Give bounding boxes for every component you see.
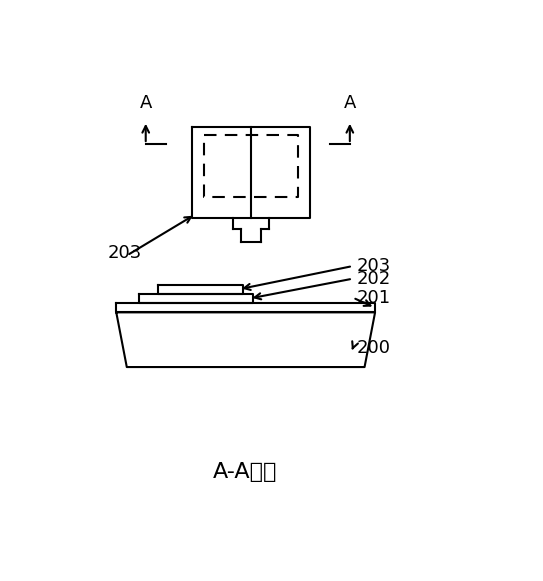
Text: 202: 202 [356, 270, 390, 288]
Text: 200: 200 [356, 339, 390, 357]
Text: A: A [140, 95, 152, 113]
Text: 203: 203 [108, 245, 142, 263]
Text: A: A [344, 95, 356, 113]
Text: 203: 203 [356, 257, 390, 275]
Text: A-A剑面: A-A剑面 [212, 462, 277, 482]
Text: 201: 201 [356, 289, 390, 307]
